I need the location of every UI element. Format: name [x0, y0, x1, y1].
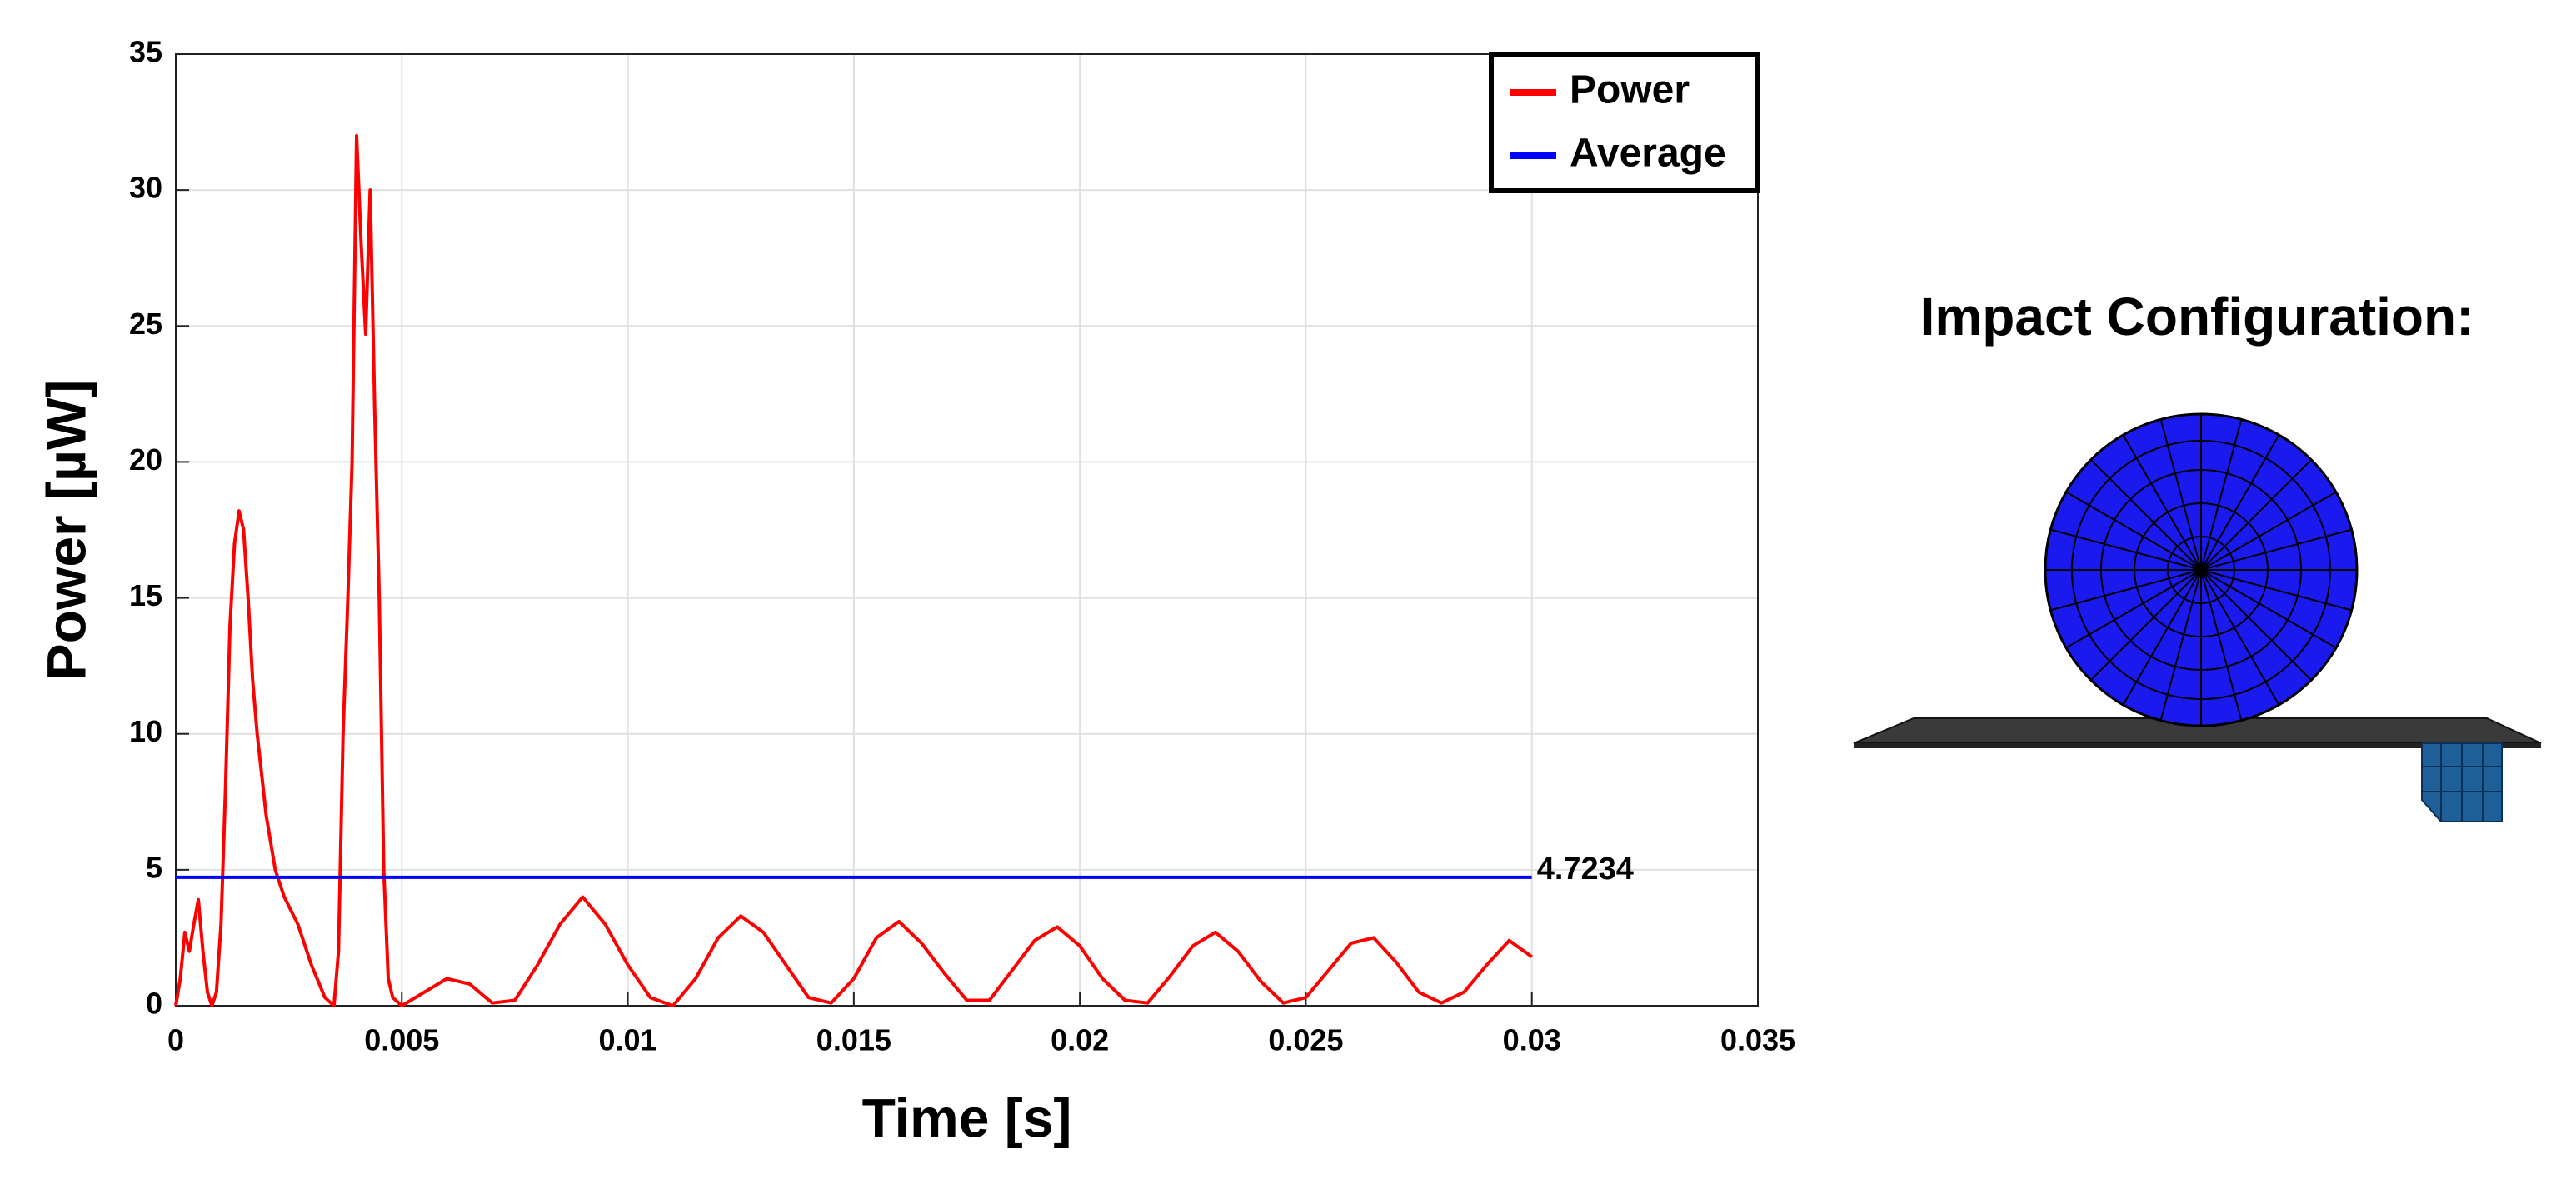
sphere-meridian — [2200, 528, 2352, 571]
y-tick-label: 0 — [146, 987, 162, 1021]
y-tick-label: 20 — [129, 442, 162, 477]
y-tick-label: 5 — [146, 850, 162, 884]
y-tick-label: 35 — [129, 35, 162, 69]
sphere-meridian — [2122, 569, 2202, 706]
x-axis-label: Time [s] — [862, 1087, 1072, 1148]
sphere-meridian — [2200, 569, 2243, 721]
y-tick-label: 30 — [129, 171, 162, 205]
x-tick-label: 0.025 — [1268, 1023, 1343, 1057]
sphere-meridian — [2090, 569, 2202, 681]
illustration: Impact Configuration: — [1853, 287, 2542, 822]
sphere-meridian — [2050, 528, 2202, 571]
x-tick-label: 0.015 — [816, 1023, 891, 1057]
y-tick-label: 10 — [129, 714, 162, 748]
sphere-meridian — [2065, 569, 2202, 649]
x-tick-label: 0.03 — [1503, 1023, 1561, 1057]
y-tick-label: 25 — [129, 307, 162, 341]
series-line — [174, 133, 1533, 1007]
plate-edge — [1854, 743, 2541, 748]
sphere-meridian — [2200, 569, 2312, 681]
sphere-grid — [2045, 414, 2357, 726]
sphere-meridian — [2200, 434, 2280, 571]
x-tick-label: 0.005 — [364, 1023, 439, 1057]
legend-label: Power — [1570, 68, 1690, 112]
sphere-meridian — [2200, 459, 2312, 571]
y-axis-label: Power [µW] — [35, 380, 97, 681]
sphere-meridian — [2050, 569, 2202, 612]
block-grid — [2422, 743, 2502, 822]
x-tick-label: 0 — [167, 1023, 184, 1057]
legend-box — [1489, 52, 1760, 193]
plot-frame — [175, 53, 1759, 1007]
y-tick-label: 15 — [129, 578, 162, 612]
sphere-meridian — [2159, 419, 2202, 571]
value-label: 4.7234 — [1537, 852, 1634, 887]
sphere-meridian — [2200, 419, 2243, 571]
x-tick-label: 0.02 — [1051, 1023, 1109, 1057]
chart: 0 0.005 0.01 0.015 0.02 0.025 0.03 0.035 0 5 10 15 2… — [35, 35, 1795, 1149]
sphere-meridian — [2200, 569, 2352, 612]
sphere-meridian — [2122, 434, 2202, 571]
x-tick-label: 0.01 — [599, 1023, 657, 1057]
sphere-meridian — [2200, 491, 2337, 571]
x-tick-label: 0.035 — [1720, 1023, 1795, 1057]
sphere-meridian — [2159, 569, 2202, 721]
sphere-meridian — [2065, 491, 2202, 571]
plot-area — [176, 54, 1758, 1006]
sphere-meridian — [2090, 459, 2202, 571]
sphere-meridian — [2200, 569, 2337, 649]
legend-label: Average — [1570, 132, 1726, 176]
illustration-title: Impact Configuration: — [1920, 287, 2474, 347]
sphere-meridian — [2200, 569, 2280, 706]
